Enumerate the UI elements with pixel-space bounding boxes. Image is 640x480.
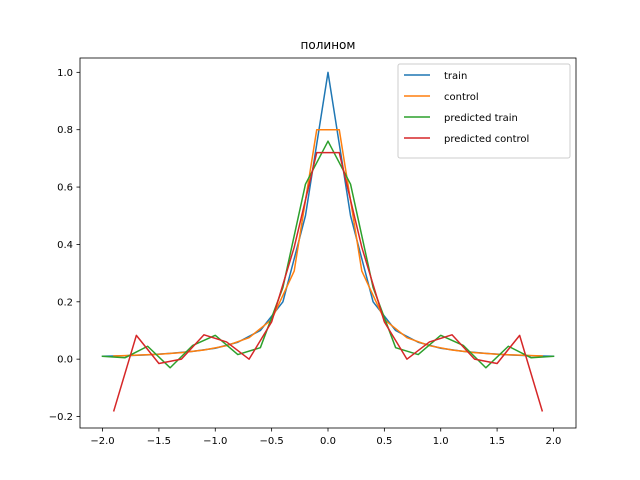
legend: train control predicted train predicted con… bbox=[397, 63, 571, 159]
x-tick-label: 1.5 bbox=[489, 436, 505, 447]
y-tick-label: 0.2 bbox=[57, 297, 73, 308]
legend-box bbox=[397, 63, 571, 159]
series-line-predicted-control bbox=[112, 151, 544, 412]
x-tick-label: −1.5 bbox=[147, 436, 171, 447]
x-tick-label: −0.5 bbox=[259, 436, 283, 447]
legend-label: control bbox=[444, 92, 479, 103]
y-axis: −0.2 0.0 0.2 0.4 0.6 0.8 1.0 bbox=[49, 68, 80, 423]
y-tick-label: 0.0 bbox=[57, 355, 73, 366]
legend-label: predicted train bbox=[444, 113, 518, 124]
x-tick-label: −2.0 bbox=[90, 436, 114, 447]
y-tick-label: 0.6 bbox=[57, 183, 73, 194]
series-layer bbox=[101, 71, 555, 412]
x-tick-label: −1.0 bbox=[203, 436, 227, 447]
x-tick-label: 0.0 bbox=[320, 436, 336, 447]
x-tick-label: 0.5 bbox=[376, 436, 392, 447]
x-tick-label: 1.0 bbox=[433, 436, 449, 447]
y-tick-label: −0.2 bbox=[49, 412, 73, 423]
chart-title: полином bbox=[301, 38, 356, 52]
y-tick-label: 0.8 bbox=[57, 125, 73, 136]
y-tick-label: 1.0 bbox=[57, 68, 73, 79]
legend-label: train bbox=[444, 71, 467, 82]
legend-label: predicted control bbox=[444, 134, 529, 145]
y-tick-label: 0.4 bbox=[57, 240, 73, 251]
x-axis: −2.0 −1.5 −1.0 −0.5 0.0 0.5 1.0 1.5 2.0 bbox=[90, 428, 561, 447]
x-tick-label: 2.0 bbox=[546, 436, 562, 447]
